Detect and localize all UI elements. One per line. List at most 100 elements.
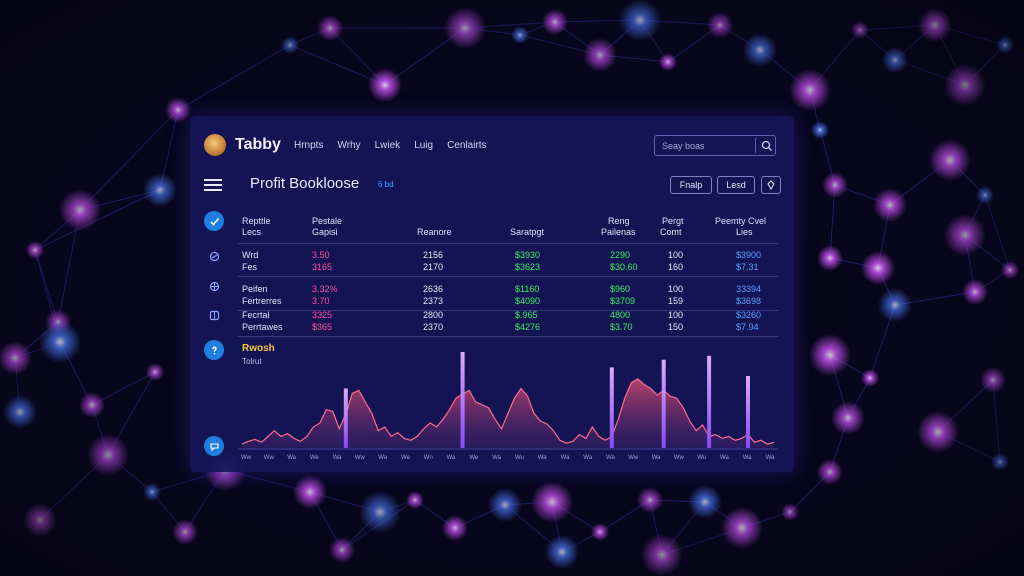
table-cell: 2290 (610, 250, 631, 260)
chart-spike-bar[interactable] (343, 388, 348, 449)
table-cell: 2156 (423, 250, 444, 260)
table-cell: $30.60 (610, 262, 638, 272)
table-cell: 2800 (423, 310, 444, 320)
chart-spike-bar[interactable] (707, 355, 712, 448)
table-cell: 2370 (423, 322, 444, 332)
x-tick-label: Wa (333, 455, 342, 461)
table-cell: $960 (610, 284, 631, 294)
chart-spike-bar[interactable] (746, 376, 750, 448)
table-cell: 2636 (423, 284, 444, 294)
check-icon (209, 217, 219, 226)
x-tick-label: Wa (652, 455, 661, 461)
top-bar: Tabby Hrnpts Wrhy Lwiek Luig Cenlairts (190, 116, 794, 174)
x-tick-label: Ww (264, 455, 275, 461)
col-header-5-line-2[interactable]: Pailenas (601, 227, 636, 237)
help-icon (211, 346, 217, 354)
col-header-6-line-1[interactable]: Pergt (662, 216, 684, 226)
table-cell: Fes (242, 262, 258, 272)
table-cell: Peifen (242, 284, 268, 294)
table-cell: $4090 (515, 296, 541, 306)
table-cell: $365 (312, 322, 333, 332)
nav-item-4[interactable]: Luig (414, 140, 434, 151)
table-cell: $3930 (515, 250, 541, 260)
brand-name[interactable]: Tabby (235, 136, 281, 153)
table-cell: 100 (668, 284, 684, 294)
col-header-7-line-1[interactable]: Peemty Cvel (715, 216, 767, 226)
table-cell: $3709 (610, 296, 636, 306)
col-header-3[interactable]: Reanore (417, 227, 452, 237)
table-cell: Fertrerres (242, 296, 282, 306)
chart-spike-bar[interactable] (609, 367, 614, 448)
section-subtitle: Tolrut (242, 357, 262, 366)
page-title: Profit Bookloose (250, 175, 360, 192)
table-cell: 3.70 (312, 296, 330, 306)
table-cell: $1160 (515, 284, 540, 294)
sidebar-item-globe[interactable] (204, 276, 224, 296)
table-cell: $3.70 (610, 322, 633, 332)
hamburger-menu-icon[interactable] (204, 178, 222, 192)
x-tick-label: Ww (241, 455, 252, 461)
sidebar-item-chat[interactable] (204, 436, 224, 456)
col-header-1-line-1[interactable]: Repttle (242, 216, 271, 226)
col-header-6-line-2[interactable]: Comt (660, 227, 682, 237)
col-header-5-line-1[interactable]: Reng (608, 216, 630, 226)
sidebar-item-help[interactable] (204, 340, 224, 360)
col-header-7-line-2[interactable]: Lies (736, 227, 753, 237)
table-row-divider (238, 336, 778, 337)
x-tick-label: Wu (697, 455, 706, 461)
table-cell: 3.32% (312, 284, 338, 294)
nav-item-3[interactable]: Lwiek (374, 140, 401, 151)
chat-icon (209, 442, 219, 451)
x-tick-label: We (310, 455, 320, 461)
area-chart: Ww Ww Wa We Wa Ww Wa We Wn Wa We Wa Wu Wa Wa Wa Wa Ww Wa Ww… (238, 352, 778, 461)
load-button[interactable]: Lesd (717, 176, 755, 194)
nav-item-5[interactable]: Cenlairts (447, 140, 487, 151)
x-tick-label: Wa (447, 455, 456, 461)
col-header-2-line-1[interactable]: Pestale (312, 216, 343, 226)
table-cell: $3623 (515, 262, 541, 272)
sidebar-item-check[interactable] (204, 211, 224, 231)
table-cell: Wrd (242, 250, 259, 260)
search-divider (755, 138, 756, 153)
nav-item-1[interactable]: Hrnpts (294, 140, 324, 151)
filter-button[interactable]: Fnalp (670, 176, 712, 194)
table-header-divider (238, 243, 778, 244)
x-tick-label: Wa (538, 455, 547, 461)
table-cell: $3260 (736, 310, 762, 320)
pin-icon (767, 180, 775, 190)
avatar-logo[interactable] (204, 134, 226, 156)
table-cell: 100 (668, 250, 684, 260)
table-row-divider (238, 276, 778, 277)
table-cell: 3165 (312, 262, 333, 272)
table-cell: $3900 (736, 250, 762, 260)
top-nav: Hrnpts Wrhy Lwiek Luig Cenlairts (294, 140, 487, 151)
search-icon[interactable] (761, 140, 773, 152)
table-cell: 160 (668, 262, 684, 272)
dashboard-window: Tabby Hrnpts Wrhy Lwiek Luig Cenlairts P… (190, 116, 794, 472)
x-tick-label: Wa (766, 455, 775, 461)
search-input[interactable] (662, 139, 748, 152)
chart-spike-bar[interactable] (460, 352, 465, 448)
pin-button[interactable] (761, 176, 781, 194)
x-tick-label: Wa (606, 455, 615, 461)
table-cell: $7.31 (736, 262, 759, 272)
table-cell: 159 (668, 296, 684, 306)
search-box (654, 135, 776, 156)
sidebar-item-link[interactable] (204, 246, 224, 266)
nav-item-2[interactable]: Wrhy (337, 140, 361, 151)
table-cell: $3698 (736, 296, 762, 306)
x-tick-label: Ww (628, 455, 639, 461)
col-header-2-line-2[interactable]: Gapisi (312, 227, 338, 237)
chart-spike-bar[interactable] (661, 359, 666, 448)
table-cell: 33394 (736, 284, 762, 294)
title-badge: 6 bd (378, 180, 394, 189)
col-header-1-line-2[interactable]: Lecs (242, 227, 262, 237)
x-tick-label: Wu (515, 455, 524, 461)
sidebar-item-grid[interactable] (204, 305, 224, 325)
x-tick-label: We (469, 455, 479, 461)
globe-icon (209, 281, 219, 291)
x-tick-label: Wa (378, 455, 387, 461)
table-cell: 2170 (423, 262, 444, 272)
link-icon (209, 251, 219, 261)
col-header-4[interactable]: Saratpgt (510, 227, 545, 237)
